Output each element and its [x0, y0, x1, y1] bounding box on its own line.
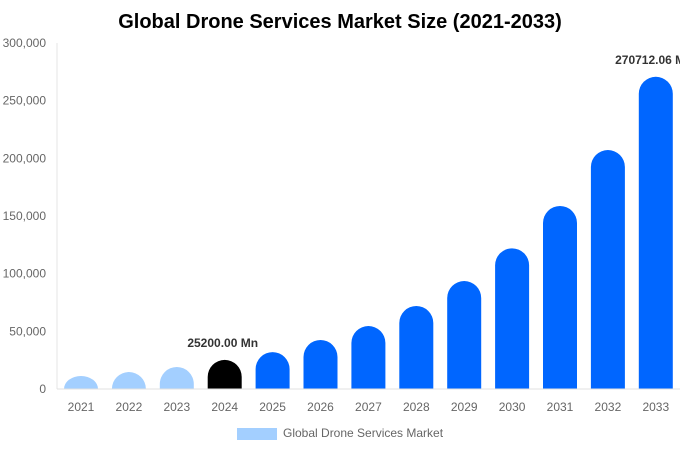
bars	[64, 76, 673, 390]
x-tick-label: 2022	[116, 400, 143, 414]
bar-2021	[64, 375, 98, 389]
bar-2033	[638, 76, 673, 390]
bar-2022	[111, 372, 146, 389]
legend[interactable]: Global Drone Services Market	[237, 426, 444, 440]
data-label: 25200.00 Mn	[187, 336, 258, 350]
x-tick-label: 2028	[403, 400, 430, 414]
bar-2032	[590, 150, 625, 389]
bar-2030	[495, 248, 530, 389]
x-axis: 2021 2022 2023 2024 2025 2026 2027 2028 2029 2030…	[57, 388, 680, 414]
bar-2025	[255, 352, 290, 389]
bar-2026	[303, 339, 338, 389]
y-axis: 0 50,000 100,000 150,000 200,000 250,000 300,0…	[3, 36, 58, 396]
data-labels: 25200.00 Mn 270712.06 Mn	[187, 53, 680, 350]
x-tick-label: 2025	[259, 400, 286, 414]
y-tick-label: 300,000	[3, 36, 47, 50]
x-tick-label: 2029	[451, 400, 478, 414]
bar-2031	[543, 205, 577, 389]
bar-2024	[207, 359, 242, 389]
x-tick-label: 2033	[642, 400, 669, 414]
x-tick-label: 2031	[547, 400, 574, 414]
y-tick-label: 250,000	[3, 94, 47, 108]
y-tick-label: 150,000	[3, 209, 47, 223]
y-tick-label: 0	[39, 382, 46, 396]
bar-2023	[159, 366, 194, 389]
x-tick-label: 2023	[163, 400, 190, 414]
x-tick-label: 2030	[499, 400, 526, 414]
bar-2027	[351, 326, 386, 389]
chart-title: Global Drone Services Market Size (2021-…	[118, 11, 562, 33]
x-tick-label: 2032	[595, 400, 622, 414]
x-tick-label: 2024	[211, 400, 238, 414]
y-tick-label: 50,000	[9, 324, 46, 338]
data-label: 270712.06 Mn	[615, 53, 680, 67]
bar-2029	[447, 281, 482, 389]
bar-2028	[399, 305, 434, 389]
y-tick-label: 200,000	[3, 151, 47, 165]
x-tick-label: 2021	[68, 400, 95, 414]
y-tick-label: 100,000	[3, 267, 47, 281]
x-tick-label: 2026	[307, 400, 334, 414]
legend-label: Global Drone Services Market	[283, 426, 444, 440]
x-tick-label: 2027	[355, 400, 382, 414]
legend-swatch	[237, 428, 277, 440]
